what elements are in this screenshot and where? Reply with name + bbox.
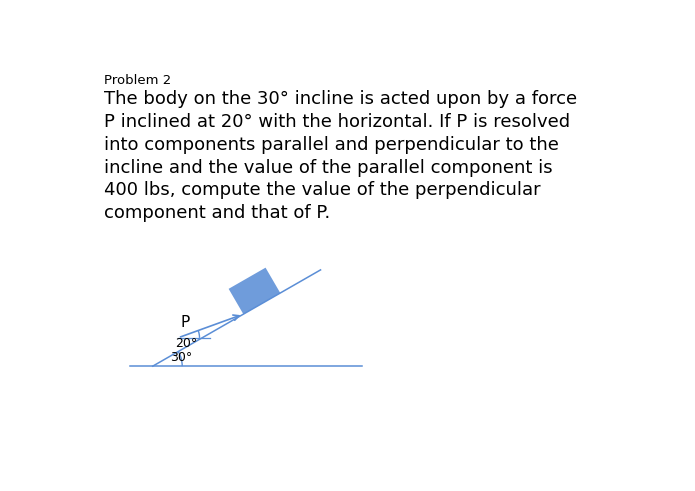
- Text: P inclined at 20° with the horizontal. If P is resolved: P inclined at 20° with the horizontal. I…: [104, 113, 570, 131]
- Text: Problem 2: Problem 2: [104, 74, 171, 86]
- Text: component and that of P.: component and that of P.: [104, 204, 330, 222]
- Text: The body on the 30° incline is acted upon by a force: The body on the 30° incline is acted upo…: [104, 90, 577, 109]
- Text: 400 lbs, compute the value of the perpendicular: 400 lbs, compute the value of the perpen…: [104, 181, 541, 199]
- Text: into components parallel and perpendicular to the: into components parallel and perpendicul…: [104, 136, 559, 154]
- Text: 20°: 20°: [174, 337, 197, 350]
- Text: P: P: [181, 315, 190, 330]
- Polygon shape: [229, 268, 280, 314]
- Text: 30°: 30°: [170, 351, 192, 364]
- Text: incline and the value of the parallel component is: incline and the value of the parallel co…: [104, 159, 553, 177]
